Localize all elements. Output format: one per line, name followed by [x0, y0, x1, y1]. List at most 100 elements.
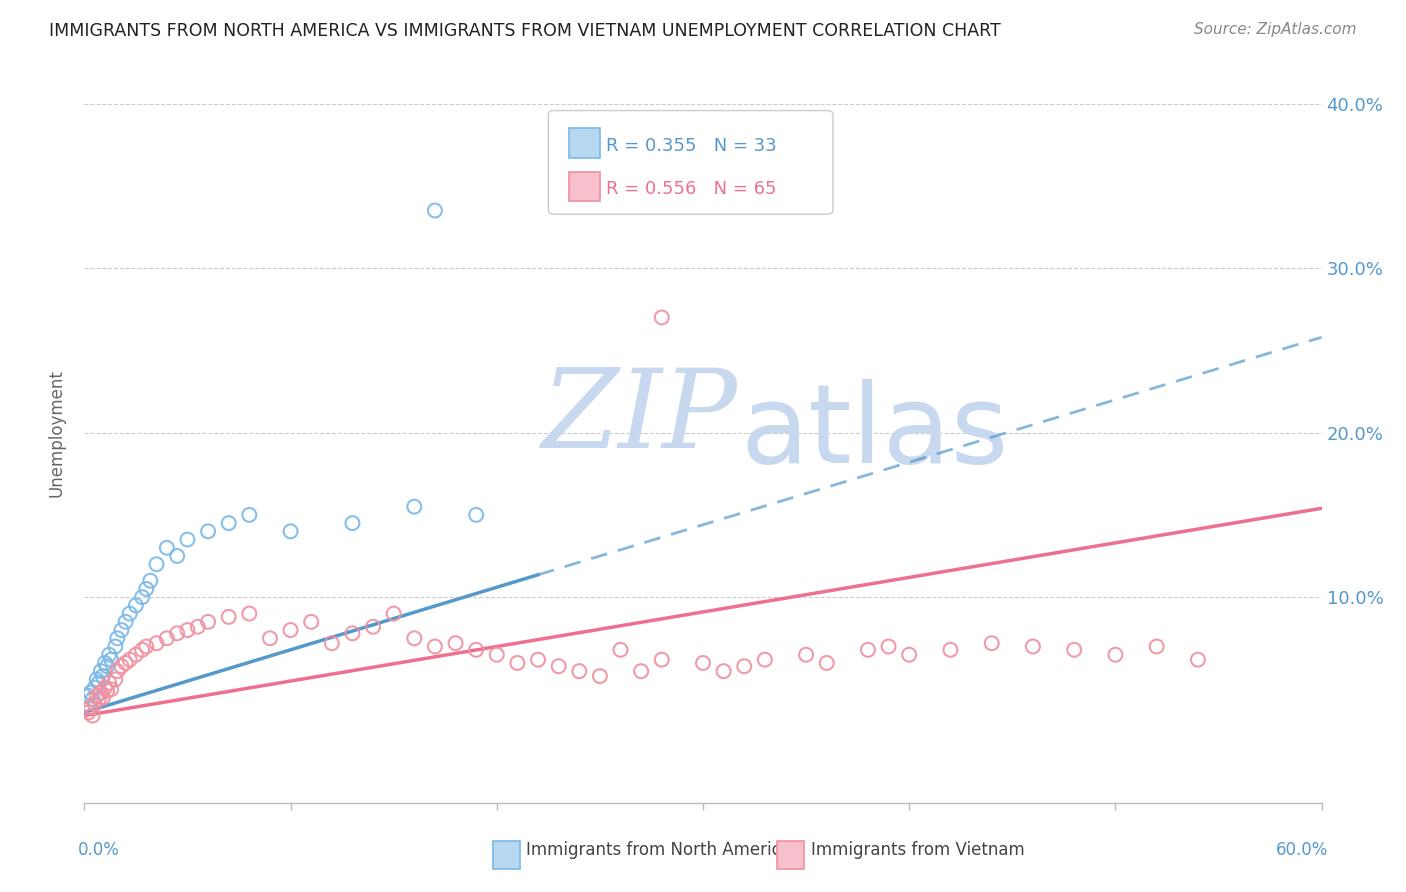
Point [898, 648, 921, 662]
FancyBboxPatch shape [569, 128, 600, 158]
Point [114, 615, 136, 629]
Point [589, 669, 612, 683]
Point [83, 697, 105, 711]
Point [100, 653, 122, 667]
Point [86, 673, 108, 687]
Point [98, 648, 121, 662]
Point [218, 516, 240, 530]
Point [77, 706, 100, 720]
Point [90, 664, 112, 678]
FancyBboxPatch shape [778, 841, 804, 870]
Point [104, 673, 127, 687]
Point [1146, 640, 1168, 654]
Point [79, 700, 101, 714]
Point [980, 636, 1002, 650]
Point [110, 659, 132, 673]
Point [651, 310, 673, 325]
Point [90, 685, 112, 699]
Point [939, 642, 962, 657]
Point [465, 508, 488, 522]
Point [1063, 642, 1085, 657]
Point [404, 500, 426, 514]
Point [280, 623, 302, 637]
Text: atlas: atlas [740, 379, 1008, 486]
Point [145, 558, 167, 572]
Point [114, 656, 136, 670]
Point [131, 642, 153, 657]
Point [692, 656, 714, 670]
Point [176, 623, 198, 637]
Point [877, 640, 900, 654]
Point [299, 615, 322, 629]
Point [713, 664, 735, 678]
Point [125, 599, 148, 613]
Point [754, 653, 776, 667]
Point [342, 516, 364, 530]
Point [1022, 640, 1045, 654]
FancyBboxPatch shape [492, 841, 520, 870]
Point [156, 632, 179, 646]
Point [94, 681, 117, 695]
Point [118, 653, 141, 667]
Point [131, 590, 153, 604]
Point [506, 656, 529, 670]
Point [125, 648, 148, 662]
Text: 60.0%: 60.0% [1275, 841, 1327, 859]
Text: R = 0.556   N = 65: R = 0.556 N = 65 [606, 180, 778, 198]
Point [609, 642, 631, 657]
Point [444, 636, 467, 650]
Point [187, 620, 209, 634]
Point [77, 689, 100, 703]
Point [815, 656, 838, 670]
Point [135, 640, 157, 654]
FancyBboxPatch shape [569, 171, 600, 202]
Point [423, 640, 446, 654]
Point [166, 549, 188, 563]
Point [1187, 653, 1209, 667]
Point [197, 524, 219, 539]
Point [83, 681, 105, 695]
Point [630, 664, 652, 678]
Point [96, 659, 118, 673]
Y-axis label: Unemployment: Unemployment [48, 368, 66, 497]
Point [485, 648, 508, 662]
Text: IMMIGRANTS FROM NORTH AMERICA VS IMMIGRANTS FROM VIETNAM UNEMPLOYMENT CORRELATIO: IMMIGRANTS FROM NORTH AMERICA VS IMMIGRA… [49, 22, 1001, 40]
Point [82, 692, 104, 706]
Point [87, 675, 110, 690]
Text: Immigrants from Vietnam: Immigrants from Vietnam [811, 841, 1025, 859]
Point [105, 632, 128, 646]
Point [527, 653, 550, 667]
Point [176, 533, 198, 547]
Point [82, 708, 104, 723]
Point [135, 582, 157, 596]
Point [259, 632, 281, 646]
Point [794, 648, 817, 662]
Text: Source: ZipAtlas.com: Source: ZipAtlas.com [1194, 22, 1357, 37]
Point [568, 664, 591, 678]
Point [139, 574, 162, 588]
Point [342, 626, 364, 640]
Point [238, 607, 260, 621]
Point [382, 607, 405, 621]
Point [856, 642, 879, 657]
Point [547, 659, 569, 673]
Text: 0.0%: 0.0% [79, 841, 120, 859]
Point [98, 675, 121, 690]
Point [110, 623, 132, 637]
Point [118, 607, 141, 621]
Point [145, 636, 167, 650]
Point [87, 692, 110, 706]
Point [105, 664, 128, 678]
Point [423, 203, 446, 218]
Point [321, 636, 343, 650]
Text: R = 0.355   N = 33: R = 0.355 N = 33 [606, 137, 778, 155]
Point [218, 610, 240, 624]
Point [238, 508, 260, 522]
Point [104, 640, 127, 654]
FancyBboxPatch shape [548, 111, 832, 214]
Point [404, 632, 426, 646]
Point [733, 659, 755, 673]
Point [197, 615, 219, 629]
Point [91, 669, 114, 683]
Point [280, 524, 302, 539]
